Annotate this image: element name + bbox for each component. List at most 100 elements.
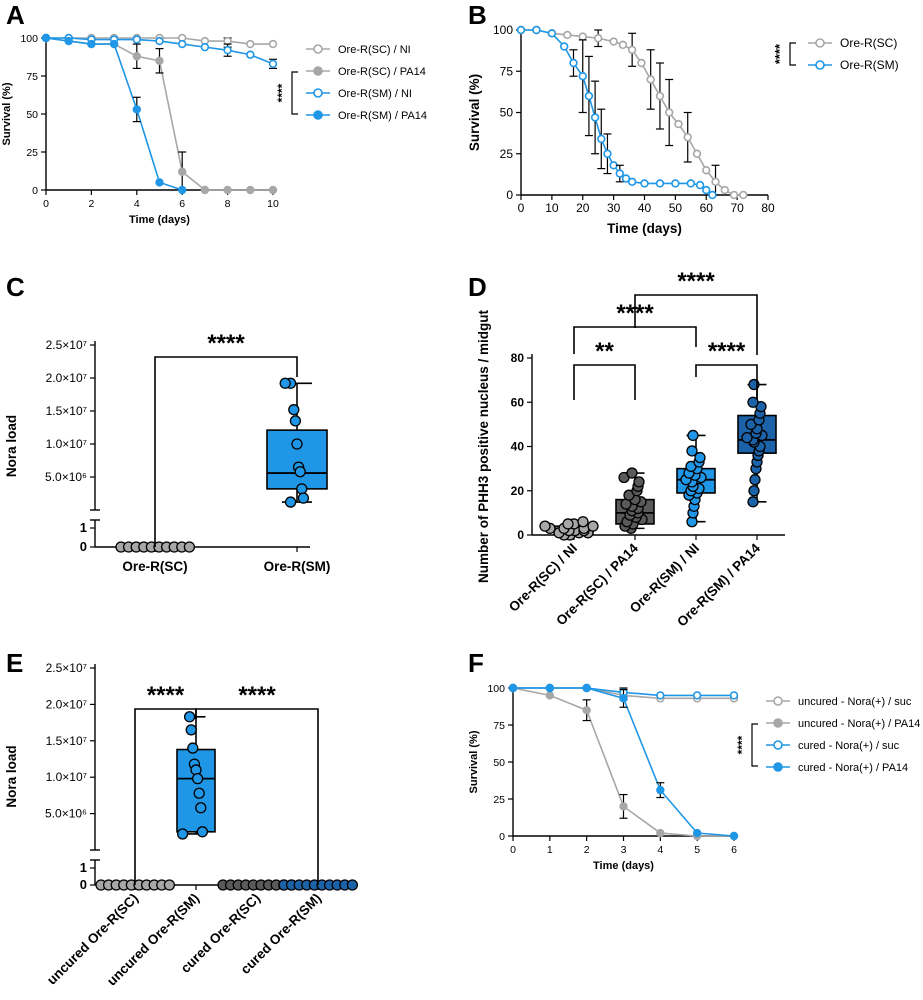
- x-axis-title: Time (days): [593, 860, 654, 872]
- y-tick-label: 1.0×10⁷: [46, 437, 87, 451]
- data-point: [246, 39, 255, 49]
- data-point: [633, 476, 645, 488]
- significance-bracket: [573, 326, 697, 354]
- data-point: [702, 185, 711, 195]
- y-tick-label: 60: [511, 395, 525, 409]
- y-tick-label: 1.5×10⁷: [46, 734, 87, 748]
- data-point: [692, 828, 702, 838]
- data-point: [155, 36, 164, 46]
- panel-letter-a: A: [6, 0, 25, 30]
- legend-swatch-marker: [815, 38, 825, 48]
- data-point: [41, 33, 51, 43]
- legend-label: Ore-R(SM) / PA14: [338, 110, 427, 122]
- significance-bracket: [573, 364, 636, 400]
- data-point: [656, 691, 665, 700]
- y-axis-title: Survival (%): [1, 82, 13, 145]
- x-axis-title: Time (days): [607, 221, 682, 236]
- data-point: [615, 169, 624, 178]
- y-tick-label: 1: [80, 520, 87, 535]
- data-point: [545, 683, 555, 693]
- chart-f: 0 25 50 75 100 0 1 2 3 4 5 6 Time (days) Survival (%)…: [468, 683, 920, 872]
- x-tick-label: 1: [547, 844, 553, 856]
- data-point: [749, 474, 761, 486]
- data-point: [193, 787, 205, 799]
- x-axis-title: Time (days): [129, 214, 190, 226]
- x-tick-label: 30: [607, 201, 621, 215]
- legend-swatch-marker: [773, 696, 783, 706]
- x-tick-label: Ore-R(SC): [122, 559, 187, 574]
- legend-label: uncured - Nora(+) / PA14: [798, 718, 920, 730]
- y-tick-label: 20: [511, 484, 525, 498]
- data-point: [545, 691, 555, 700]
- data-point: [729, 190, 739, 200]
- y-tick-label: 40: [511, 440, 525, 454]
- data-point: [578, 32, 587, 41]
- y-tick-label: 1: [80, 860, 87, 875]
- significance-stars: ****: [677, 268, 715, 295]
- x-tick-label: 40: [638, 201, 652, 215]
- y-axis-title: Number of PHH3 positive nucleus / midgut: [476, 309, 491, 583]
- data-point: [547, 29, 557, 38]
- data-point: [577, 516, 589, 528]
- legend-label: cured - Nora(+) / suc: [798, 740, 900, 752]
- legend-swatch-marker: [773, 718, 783, 728]
- x-tick-label: 5: [694, 844, 700, 856]
- data-point: [694, 451, 706, 464]
- data-point: [741, 431, 753, 444]
- significance-bracket: [751, 723, 758, 767]
- x-tick-label: Ore-R(SM): [264, 559, 331, 574]
- x-tick-label: 0: [510, 844, 516, 856]
- data-point: [619, 694, 628, 703]
- data-point: [748, 485, 760, 497]
- legend-label: Ore-R(SC) / NI: [338, 44, 411, 56]
- data-point: [191, 773, 204, 785]
- data-point: [619, 802, 628, 811]
- data-point: [246, 185, 255, 195]
- y-tick-label: 0: [80, 877, 87, 892]
- x-tick-label: 0: [43, 198, 49, 210]
- data-point: [655, 91, 665, 101]
- x-tick-label: 2: [584, 844, 590, 856]
- chart-c: 5.0×10⁶ 1.0×10⁷ 1.5×10⁷ 2.0×10⁷ 2.5×10⁷ 0 1 Nor…: [4, 330, 330, 574]
- y-tick-label: 100: [487, 683, 505, 695]
- data-point: [656, 785, 665, 795]
- data-point: [178, 167, 187, 176]
- significance-bracket: [634, 294, 758, 355]
- significance-stars: **: [595, 338, 614, 365]
- x-tick-label: 20: [576, 201, 590, 215]
- y-axis-title: Nora load: [4, 415, 19, 477]
- significance-bracket: [695, 364, 758, 400]
- y-tick-label: 100: [493, 23, 513, 37]
- data-point: [176, 828, 189, 840]
- data-point: [621, 174, 631, 183]
- legend-swatch-marker: [815, 60, 825, 70]
- x-tick-label: 10: [545, 201, 559, 215]
- y-tick-label: 0: [499, 831, 505, 843]
- data-point: [109, 39, 119, 49]
- data-point: [584, 91, 594, 101]
- data-point: [686, 445, 698, 457]
- x-tick-label: 0: [518, 201, 525, 215]
- legend-label: Ore-R(SM): [840, 58, 899, 72]
- y-tick-label: 2.5×10⁷: [46, 661, 87, 675]
- data-point: [708, 190, 717, 200]
- data-point: [562, 518, 574, 530]
- data-point: [711, 177, 720, 187]
- legend-swatch-marker: [313, 44, 323, 54]
- y-axis-title: Survival (%): [467, 74, 482, 151]
- data-point: [297, 492, 310, 504]
- data-point: [637, 58, 646, 68]
- data-point: [187, 742, 199, 754]
- data-point: [268, 59, 278, 69]
- significance-bracket: [789, 42, 796, 66]
- y-tick-label: 0: [506, 188, 513, 202]
- y-tick-label: 25: [493, 794, 505, 806]
- data-point: [729, 831, 739, 841]
- x-tick-label: 6: [179, 198, 185, 210]
- data-point: [178, 185, 187, 195]
- data-point: [563, 30, 572, 40]
- data-point: [532, 25, 541, 35]
- data-point: [587, 520, 599, 532]
- data-point: [627, 45, 637, 54]
